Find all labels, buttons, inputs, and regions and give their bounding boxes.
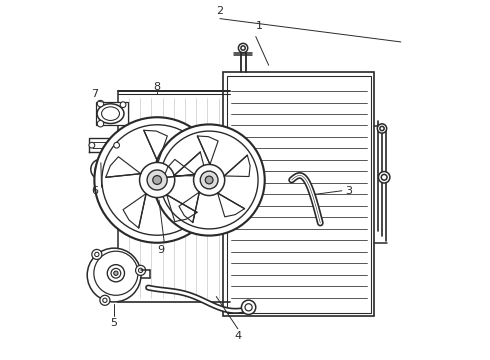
Circle shape [380, 126, 384, 131]
Circle shape [102, 125, 212, 235]
Ellipse shape [97, 104, 124, 123]
Circle shape [114, 142, 120, 148]
Text: 9: 9 [157, 245, 164, 255]
Circle shape [111, 269, 121, 278]
Circle shape [200, 171, 218, 189]
Circle shape [89, 142, 95, 148]
Text: 6: 6 [91, 186, 98, 196]
Circle shape [153, 125, 265, 235]
Circle shape [95, 252, 99, 257]
Circle shape [97, 100, 104, 107]
Text: 5: 5 [111, 319, 118, 328]
Circle shape [100, 295, 110, 305]
Circle shape [95, 163, 107, 175]
Circle shape [194, 165, 225, 195]
Circle shape [239, 43, 248, 53]
Ellipse shape [101, 107, 120, 121]
Circle shape [241, 46, 245, 50]
Circle shape [160, 131, 258, 229]
Text: 7: 7 [91, 89, 98, 99]
Text: 2: 2 [216, 6, 223, 17]
Circle shape [242, 300, 256, 315]
Circle shape [92, 249, 102, 260]
Circle shape [377, 124, 387, 133]
Text: 4: 4 [234, 331, 242, 341]
Circle shape [139, 268, 143, 273]
Circle shape [95, 117, 220, 243]
Text: 1: 1 [256, 21, 263, 31]
Circle shape [381, 174, 387, 180]
Circle shape [107, 265, 124, 282]
Circle shape [120, 102, 126, 108]
Circle shape [103, 298, 107, 302]
Circle shape [378, 171, 390, 183]
Circle shape [87, 248, 141, 302]
Text: 3: 3 [345, 186, 352, 196]
Bar [223, 72, 374, 316]
Circle shape [91, 159, 111, 179]
FancyBboxPatch shape [96, 102, 128, 125]
Circle shape [136, 265, 146, 275]
Bar [227, 76, 370, 313]
Circle shape [114, 271, 118, 275]
Circle shape [97, 121, 104, 127]
Text: 8: 8 [153, 82, 161, 92]
Circle shape [153, 176, 162, 184]
Circle shape [140, 162, 175, 198]
Circle shape [205, 176, 213, 184]
Circle shape [94, 251, 138, 295]
Circle shape [245, 304, 252, 311]
Circle shape [147, 170, 167, 190]
